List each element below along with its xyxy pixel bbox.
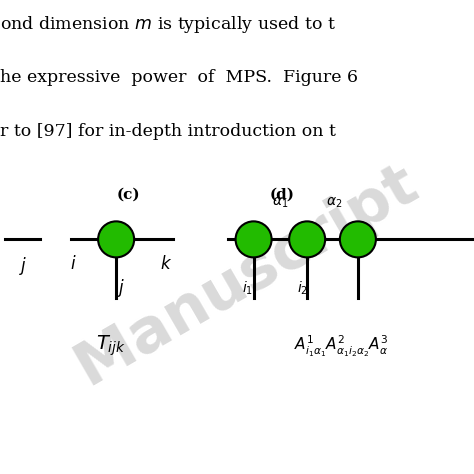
Text: $T_{ijk}$: $T_{ijk}$ [97, 334, 126, 358]
Text: $i_1$: $i_1$ [242, 280, 253, 297]
Ellipse shape [236, 221, 272, 257]
Text: ond dimension $m$ is typically used to t: ond dimension $m$ is typically used to t [0, 14, 336, 35]
Text: $i_2$: $i_2$ [297, 280, 308, 297]
Text: $j$: $j$ [117, 277, 125, 299]
Text: $A^{1}_{i_1\alpha_1}A^{2}_{\alpha_1 i_2\alpha_2}A^{3}_{\alpha}$: $A^{1}_{i_1\alpha_1}A^{2}_{\alpha_1 i_2\… [294, 334, 389, 358]
Text: $i$: $i$ [70, 255, 77, 273]
Text: $\alpha_1$: $\alpha_1$ [273, 195, 289, 210]
Text: (c): (c) [116, 187, 140, 201]
Text: $j$: $j$ [18, 255, 27, 277]
Text: he expressive  power  of  MPS.  Figure 6: he expressive power of MPS. Figure 6 [0, 69, 358, 86]
Text: (d): (d) [270, 187, 294, 201]
Ellipse shape [340, 221, 376, 257]
Text: $\alpha_2$: $\alpha_2$ [326, 195, 342, 210]
Text: $k$: $k$ [160, 255, 172, 273]
Text: r to [97] for in-depth introduction on t: r to [97] for in-depth introduction on t [0, 123, 336, 140]
Ellipse shape [289, 221, 325, 257]
Text: Manuscript: Manuscript [65, 153, 428, 397]
Ellipse shape [98, 221, 134, 257]
